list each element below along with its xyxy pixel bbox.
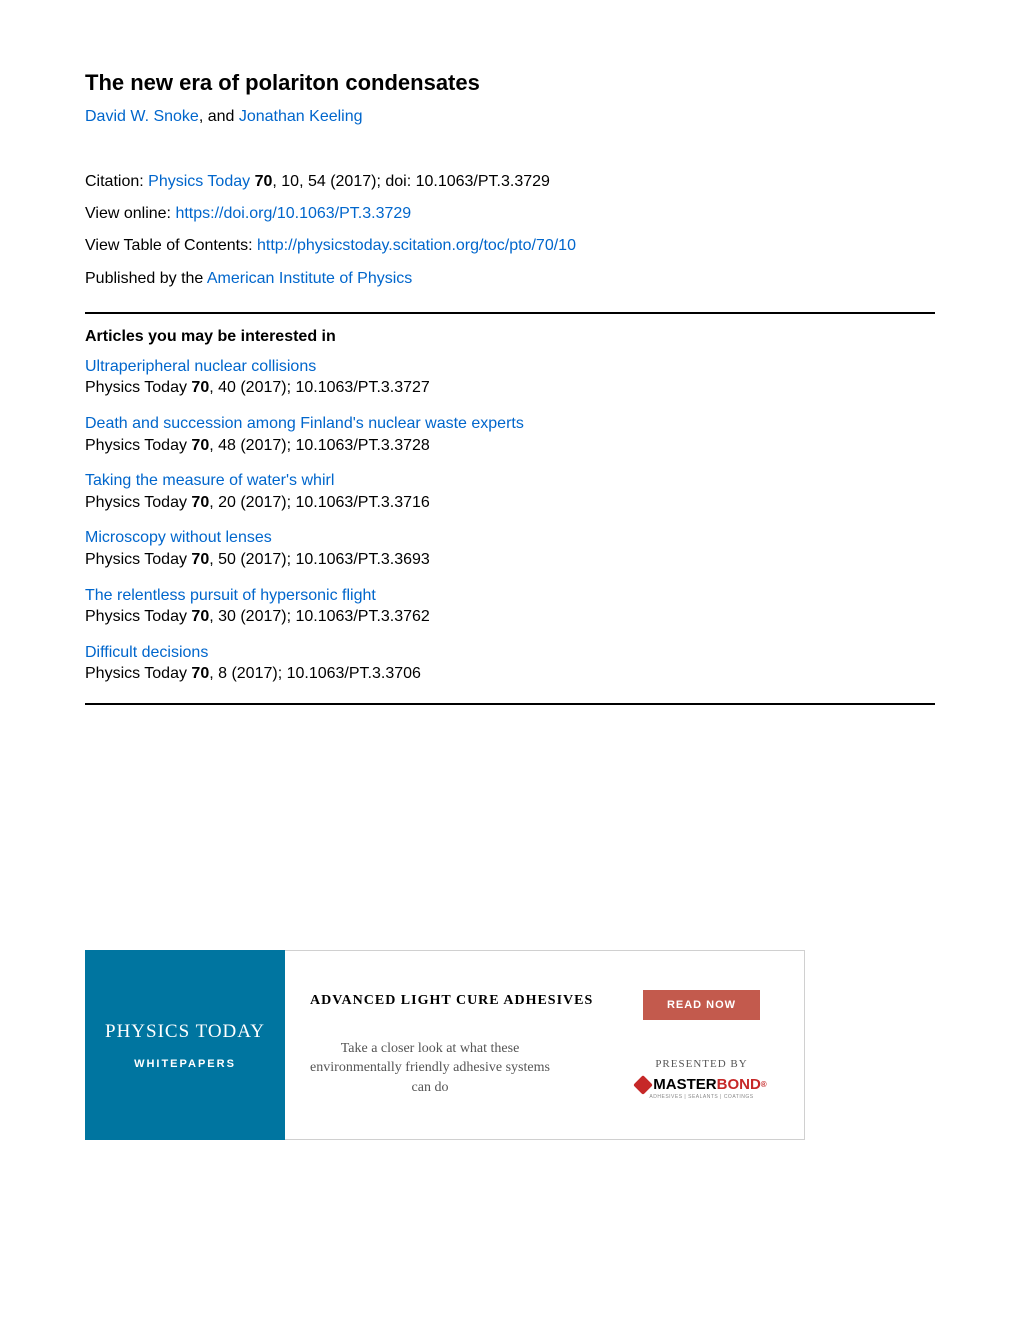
ad-center-content: ADVANCED LIGHT CURE ADHESIVES Take a clo… xyxy=(310,971,624,1119)
ad-heading: ADVANCED LIGHT CURE ADHESIVES xyxy=(310,993,604,1009)
related-article-link[interactable]: The relentless pursuit of hypersonic fli… xyxy=(85,585,935,607)
related-article: Difficult decisions Physics Today 70, 8 … xyxy=(85,642,935,685)
related-article: Taking the measure of water's whirl Phys… xyxy=(85,470,935,513)
view-online-line: View online: https://doi.org/10.1063/PT.… xyxy=(85,200,935,227)
article-title: The new era of polariton condensates xyxy=(85,70,935,96)
related-article-meta: Physics Today 70, 8 (2017); 10.1063/PT.3… xyxy=(85,665,421,682)
sponsor-name-part2: BOND xyxy=(717,1076,761,1093)
citation-line: Citation: Physics Today 70, 10, 54 (2017… xyxy=(85,168,935,195)
citation-details: , 10, 54 (2017); doi: 10.1063/PT.3.3729 xyxy=(272,173,550,190)
ad-subtext: Take a closer look at what these environ… xyxy=(310,1039,550,1098)
related-article-link[interactable]: Ultraperipheral nuclear collisions xyxy=(85,356,935,378)
ad-brand-sub: WHITEPAPERS xyxy=(134,1058,236,1070)
citation-block: Citation: Physics Today 70, 10, 54 (2017… xyxy=(85,168,935,292)
published-label: Published by the xyxy=(85,270,207,287)
divider xyxy=(85,703,935,705)
related-heading: Articles you may be interested in xyxy=(85,328,935,346)
related-article: Death and succession among Finland's nuc… xyxy=(85,413,935,456)
read-now-button[interactable]: READ NOW xyxy=(643,990,760,1020)
related-article-link[interactable]: Microscopy without lenses xyxy=(85,527,935,549)
page-container: The new era of polariton condensates Dav… xyxy=(0,0,1020,705)
related-article-meta: Physics Today 70, 20 (2017); 10.1063/PT.… xyxy=(85,494,430,511)
related-article: Microscopy without lenses Physics Today … xyxy=(85,527,935,570)
sponsor-icon xyxy=(633,1075,653,1095)
related-article-meta: Physics Today 70, 40 (2017); 10.1063/PT.… xyxy=(85,379,430,396)
author-list: David W. Snoke, and Jonathan Keeling xyxy=(85,108,935,126)
ad-brand-panel: PHYSICS TODAY WHITEPAPERS xyxy=(85,950,285,1140)
citation-volume: 70 xyxy=(255,173,273,190)
toc-link[interactable]: http://physicstoday.scitation.org/toc/pt… xyxy=(257,237,576,254)
journal-link[interactable]: Physics Today xyxy=(148,173,250,190)
related-article-meta: Physics Today 70, 50 (2017); 10.1063/PT.… xyxy=(85,551,430,568)
related-article-link[interactable]: Difficult decisions xyxy=(85,642,935,664)
sponsor-logo: MASTERBOND® xyxy=(636,1076,766,1093)
toc-label: View Table of Contents: xyxy=(85,237,257,254)
ad-magazine-logo: PHYSICS TODAY xyxy=(105,1021,265,1043)
related-article: The relentless pursuit of hypersonic fli… xyxy=(85,585,935,628)
ad-cta-panel: READ NOW PRESENTED BY MASTERBOND® ADHESI… xyxy=(624,971,779,1119)
sponsor-tagline: ADHESIVES | SEALANTS | COATINGS xyxy=(649,1094,753,1100)
publisher-link[interactable]: American Institute of Physics xyxy=(207,270,412,287)
related-article-link[interactable]: Taking the measure of water's whirl xyxy=(85,470,935,492)
author-separator: , and xyxy=(199,108,239,125)
related-article-link[interactable]: Death and succession among Finland's nuc… xyxy=(85,413,935,435)
advertisement-banner[interactable]: PHYSICS TODAY WHITEPAPERS ADVANCED LIGHT… xyxy=(85,950,805,1140)
related-article: Ultraperipheral nuclear collisions Physi… xyxy=(85,356,935,399)
citation-label: Citation: xyxy=(85,173,148,190)
author-link[interactable]: Jonathan Keeling xyxy=(239,108,363,125)
ad-content-panel: ADVANCED LIGHT CURE ADHESIVES Take a clo… xyxy=(285,950,805,1140)
doi-link[interactable]: https://doi.org/10.1063/PT.3.3729 xyxy=(175,205,411,222)
publisher-line: Published by the American Institute of P… xyxy=(85,265,935,292)
author-link[interactable]: David W. Snoke xyxy=(85,108,199,125)
related-article-meta: Physics Today 70, 48 (2017); 10.1063/PT.… xyxy=(85,437,430,454)
view-online-label: View online: xyxy=(85,205,175,222)
related-article-meta: Physics Today 70, 30 (2017); 10.1063/PT.… xyxy=(85,608,430,625)
toc-line: View Table of Contents: http://physicsto… xyxy=(85,232,935,259)
sponsor-name-part1: MASTER xyxy=(653,1076,716,1093)
ad-presented-label: PRESENTED BY xyxy=(655,1058,747,1070)
sponsor-reg: ® xyxy=(761,1080,767,1089)
divider xyxy=(85,312,935,314)
